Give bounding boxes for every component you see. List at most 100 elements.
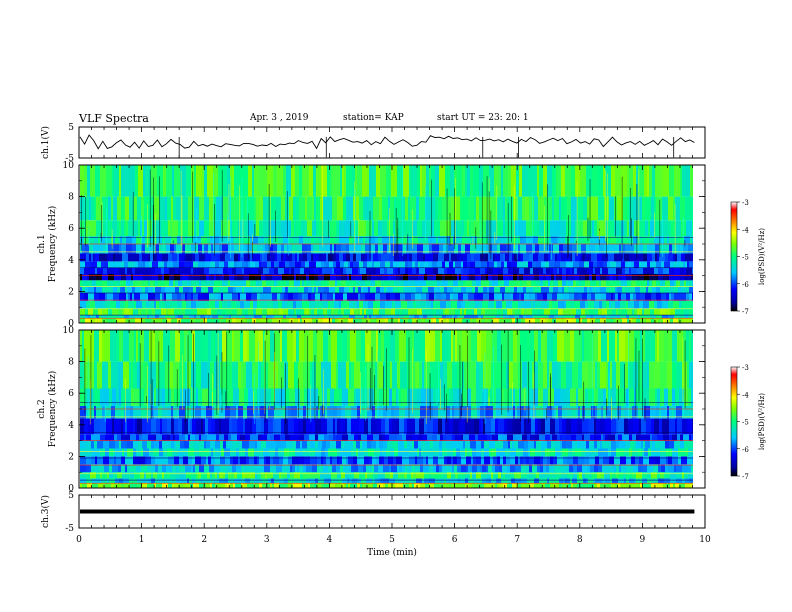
spectro-cell	[435, 196, 438, 221]
spectro-cell	[657, 300, 662, 309]
spectro-cell	[109, 464, 112, 473]
spectro-cell	[416, 267, 419, 274]
spectro-cell	[513, 405, 515, 419]
spectro-cell	[606, 361, 608, 389]
spectro-cell	[632, 274, 638, 281]
spectro-cell	[369, 165, 372, 197]
spectro-cell	[349, 286, 353, 293]
spectro-cell	[385, 361, 390, 389]
spectro-cell	[628, 361, 633, 389]
spectro-cell	[144, 220, 147, 237]
spectro-cell	[559, 236, 565, 244]
spectro-cell	[181, 293, 185, 301]
spectro-cell	[281, 361, 284, 389]
spectro-cell	[316, 261, 321, 268]
spectro-cell	[568, 483, 571, 488]
spectro-cell	[109, 478, 115, 484]
spectro-cell	[395, 478, 397, 484]
spectro-cell	[363, 464, 366, 473]
spectro-cell	[493, 472, 498, 479]
spectro-cell	[196, 418, 201, 435]
spectro-cell	[447, 267, 451, 274]
spectro-cell	[537, 165, 539, 197]
spectro-cell	[459, 434, 461, 441]
spectro-cell	[159, 196, 165, 221]
spectro-cell	[164, 280, 169, 287]
spectro-cell	[606, 405, 611, 419]
spectro-cell	[377, 418, 381, 435]
spectro-cell	[156, 318, 162, 323]
spectro-cell	[547, 293, 552, 301]
spectro-cell	[382, 274, 388, 281]
spectro-cell	[613, 274, 616, 281]
spectro-cell	[219, 236, 221, 244]
spectro-cell	[168, 456, 174, 465]
spectro-cell	[224, 261, 228, 268]
spectro-cell	[482, 236, 488, 244]
spectro-cell	[666, 483, 670, 488]
spectro-cell	[664, 478, 670, 484]
spectro-cell	[196, 293, 198, 301]
spectro-cell	[430, 361, 435, 389]
spectro-cell	[203, 448, 209, 457]
spectro-cell	[443, 308, 445, 316]
spectro-cell	[315, 456, 317, 465]
spectro-cell	[131, 464, 136, 473]
spectro-cell	[194, 220, 196, 237]
spectro-cell	[455, 434, 459, 441]
spectro-cell	[127, 440, 133, 449]
spectro-cell	[318, 274, 324, 281]
spectro-cell	[557, 434, 560, 441]
spectro-cell	[570, 330, 574, 362]
spectro-cell	[229, 418, 232, 435]
spectro-cell	[596, 286, 600, 293]
spectro-cell	[547, 165, 552, 197]
spectro-cell	[360, 361, 363, 389]
spectro-cell	[355, 244, 361, 254]
spectro-cell	[376, 440, 379, 449]
spectro-cell	[530, 330, 534, 362]
spectro-cell	[630, 418, 633, 435]
spectro-cell	[223, 286, 228, 293]
spectro-cell	[691, 253, 693, 262]
spectro-cell	[555, 440, 560, 449]
spectro-cell	[407, 300, 413, 309]
spectro-cell	[309, 300, 315, 309]
spectro-cell	[373, 434, 379, 441]
spectro-cell	[106, 418, 112, 435]
spectro-cell	[365, 244, 371, 254]
spectro-cell	[360, 293, 365, 301]
spectro-cell	[658, 478, 664, 484]
y-tick-label: -5	[65, 154, 74, 164]
spectro-cell	[639, 388, 643, 406]
spectro-cell	[98, 483, 103, 488]
spectro-cell	[273, 472, 279, 479]
spectro-cell	[232, 330, 234, 362]
spectro-cell	[238, 405, 243, 419]
spectro-cell	[396, 388, 398, 406]
spectro-cell	[411, 165, 417, 197]
spectro-cell	[101, 300, 105, 309]
spectro-cell	[285, 388, 289, 406]
spectro-cell	[561, 253, 566, 262]
spectro-cell	[668, 315, 674, 319]
spectro-cell	[391, 315, 394, 319]
spectro-cell	[509, 196, 513, 221]
spectro-cell	[582, 330, 584, 362]
spectro-cell	[543, 267, 546, 274]
spectro-cell	[456, 244, 458, 254]
spectro-cell	[311, 388, 314, 406]
spectro-cell	[384, 286, 386, 293]
spectro-cell	[318, 478, 324, 484]
spectro-cell	[306, 464, 312, 473]
spectro-cell	[550, 483, 553, 488]
spectro-cell	[171, 418, 174, 435]
spectro-cell	[483, 434, 487, 441]
spectro-cell	[440, 405, 446, 419]
spectro-cell	[566, 280, 568, 287]
spectro-cell	[507, 308, 512, 316]
spectro-cell	[186, 165, 191, 197]
spectro-cell	[123, 330, 129, 362]
spectro-cell	[485, 318, 489, 323]
